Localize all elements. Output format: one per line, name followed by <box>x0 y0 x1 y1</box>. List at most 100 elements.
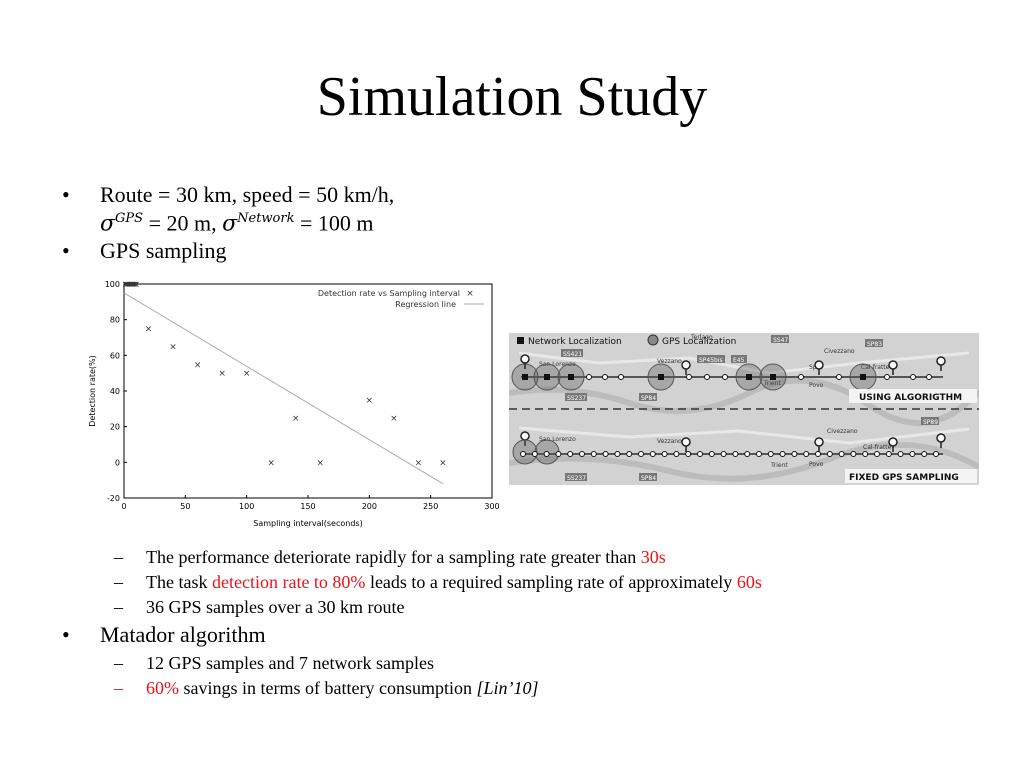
regression-line <box>123 292 444 485</box>
road-badge <box>565 393 587 401</box>
map-label-bg <box>845 469 977 483</box>
data-point: × <box>128 280 136 290</box>
gps-sample-marker <box>803 451 810 457</box>
sub-bullet-text: leads to a required sampling rate of app… <box>365 572 737 592</box>
gps-sample-marker <box>921 451 928 457</box>
legend-network-marker <box>517 337 524 344</box>
gps-sample-marker <box>555 451 562 457</box>
x-tick-label: 50 <box>180 502 190 511</box>
gps-sample-marker <box>614 451 621 457</box>
route-map-figure: Network Localization GPS Localization Sa… <box>508 333 982 485</box>
gps-sample-marker <box>638 451 644 457</box>
legend-gps-label: GPS Localization <box>662 337 736 347</box>
data-point: × <box>129 280 137 290</box>
data-point: × <box>121 280 129 290</box>
gps-sample-marker <box>661 451 668 457</box>
place-label: Civezzano <box>827 428 858 435</box>
map-pin-icon <box>936 356 946 366</box>
sigma-gps-symbol: σ <box>100 211 116 237</box>
highlight-30s: 30s <box>640 547 666 567</box>
gps-sample-marker <box>626 451 633 457</box>
sigma-network-symbol: σ <box>222 211 238 237</box>
map-label-fixed: FIXED GPS SAMPLING <box>849 473 959 483</box>
y-tick-label: 40 <box>110 387 120 396</box>
road-badge <box>771 335 789 343</box>
data-point: × <box>292 414 300 424</box>
road-badge-label: SP84 <box>641 475 656 482</box>
place-label: Povo <box>809 382 824 389</box>
road-badge-label: SP84 <box>641 395 656 402</box>
sub-bullet-marker: – <box>114 653 123 673</box>
place-label: Terlago <box>690 334 713 341</box>
gps-sample-marker <box>815 451 821 457</box>
y-tick-label: 100 <box>105 280 120 289</box>
gps-sample-marker <box>926 374 932 380</box>
gps-sample-marker <box>685 451 692 457</box>
gps-sample-marker <box>897 451 904 457</box>
place-label: Povo <box>809 461 824 468</box>
network-sample-marker <box>860 374 866 380</box>
bullet-marker: • <box>62 238 70 263</box>
road-badge <box>865 339 883 347</box>
data-point: × <box>194 360 202 370</box>
road-badge <box>731 355 747 363</box>
place-label: San Lorenzo <box>539 361 576 368</box>
sub-bullet-samples: 36 GPS samples over a 30 km route <box>146 597 405 617</box>
road-badge <box>697 355 725 363</box>
network-sample-marker <box>746 374 752 380</box>
x-tick-label: 100 <box>239 502 254 511</box>
gps-sample-marker <box>791 451 798 457</box>
data-point: × <box>316 458 324 468</box>
x-tick-label: 150 <box>300 502 315 511</box>
bullet-sigma-line: σGPS = 20 m, σNetwork = 100 m <box>100 206 374 237</box>
gps-sample-marker <box>618 374 624 380</box>
gps-sample-marker <box>567 451 574 457</box>
legend-label-detection: Detection rate vs Sampling interval <box>318 289 460 298</box>
gps-sample-marker <box>579 451 585 457</box>
gps-sample-marker <box>909 451 916 457</box>
gps-sample-marker <box>590 451 597 457</box>
gps-sample-marker <box>720 451 727 457</box>
data-point: × <box>132 280 140 290</box>
road-badge-label: SS237 <box>567 475 586 482</box>
gps-sample-marker <box>884 374 890 380</box>
data-point: × <box>366 396 374 406</box>
map-terrain <box>508 441 981 482</box>
x-axis-label: Sampling interval(seconds) <box>253 519 362 528</box>
sub-bullet-marker: – <box>114 597 123 617</box>
route-map-svg: Network Localization GPS Localization Sa… <box>508 333 982 485</box>
network-sample-marker <box>658 374 664 380</box>
highlight-60-percent: 60% <box>146 678 179 698</box>
gps-sample-marker <box>722 374 728 380</box>
citation: [Lin’10] <box>476 678 539 698</box>
sub-bullet-text: savings in terms of battery consumption <box>179 678 477 698</box>
sub-bullet-matador-samples: 12 GPS samples and 7 network samples <box>146 653 434 673</box>
sigma-gps-value: = 20 m, <box>143 210 223 236</box>
road-badge <box>639 393 657 401</box>
data-point: × <box>125 280 133 290</box>
gps-sample-marker <box>744 451 751 457</box>
data-point: × <box>123 280 131 290</box>
sigma-network-sup: Network <box>237 211 295 226</box>
network-sample-marker <box>770 374 776 380</box>
place-label: Civezzano <box>824 348 855 355</box>
sub-bullet-marker: – <box>114 678 123 698</box>
sub-bullet-marker: – <box>114 547 123 567</box>
place-label: Cal-fratte <box>863 444 892 451</box>
y-tick-label: -20 <box>107 494 120 503</box>
data-point: × <box>415 458 423 468</box>
gps-sample-marker <box>686 374 692 380</box>
legend-marker-x: × <box>466 289 474 299</box>
legend-gps-marker <box>647 334 659 346</box>
road-badge-label: SP89 <box>923 419 938 426</box>
gps-sample-marker <box>838 451 845 457</box>
gps-sample-marker <box>586 374 592 380</box>
place-label: Cal-fratte <box>861 364 890 371</box>
gps-sample-marker <box>697 451 703 457</box>
bullet-matador: Matador algorithm <box>100 622 266 647</box>
x-tick-label: 250 <box>423 502 438 511</box>
chart-frame <box>123 283 493 499</box>
bullet-route-line: Route = 30 km, speed = 50 km/h, <box>100 182 395 207</box>
map-pin-icon <box>681 437 691 447</box>
